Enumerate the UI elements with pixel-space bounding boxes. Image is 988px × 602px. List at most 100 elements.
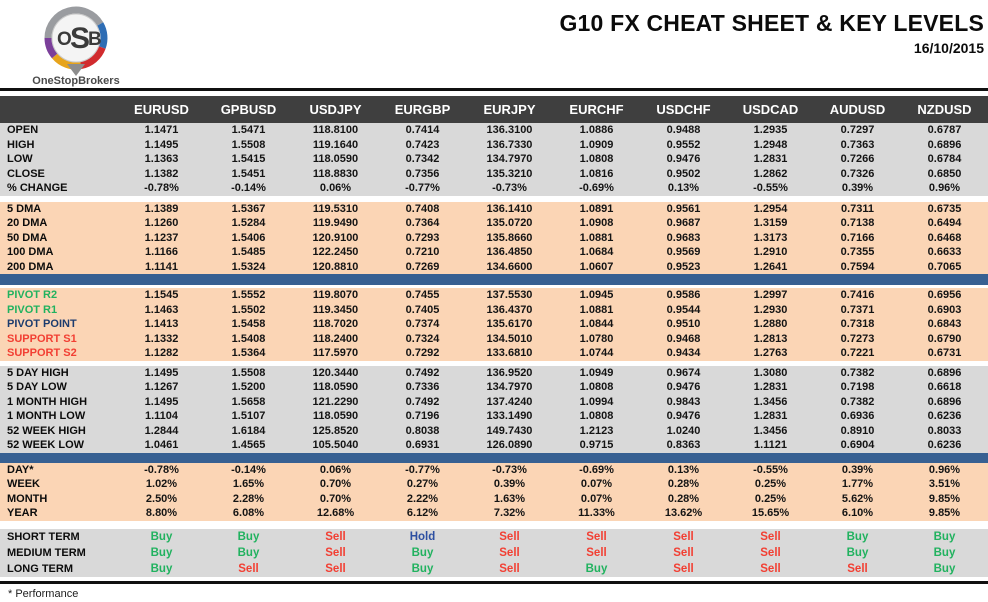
table-cell: -0.78% [144,182,179,195]
table-cell: 1.77% [841,478,874,491]
table-cell: 0.7405 [405,303,440,316]
table-cell: 0.9510 [666,318,701,331]
table-cell: 1.02% [145,478,178,491]
table-cell: Buy [933,546,956,559]
table-cell: 118.8830 [312,167,359,180]
table-cell: 121.2290 [312,395,359,408]
table-row: SHORT TERM Buy Buy Sell Hold Sell Sell Sell Sell… [0,528,988,545]
table-cell: 0.9476 [666,153,701,166]
table-cell: Buy [150,563,173,576]
table-cell: 0.7324 [405,332,440,345]
row-label: 100 DMA [7,246,54,259]
table-cell: 1.2831 [753,381,788,394]
table-header-row: EURUSD GPBUSD USDJPY EURGBP EURJPY EURCHF USDC… [0,96,988,123]
row-label: PIVOT POINT [7,318,77,331]
table-cell: 0.8910 [840,424,875,437]
table-row: 5 DAY LOW 1.1267 1.5200 118.0590 0.7336 134.7… [0,380,988,395]
table-cell: 1.5200 [231,381,266,394]
table-cell: 3.51% [928,478,961,491]
table-cell: 0.9523 [666,260,701,273]
table-cell: 0.7356 [405,167,440,180]
column-header-usdcad: USDCAD [742,102,799,117]
table-cell: 0.9843 [666,395,701,408]
section-gap [0,285,988,288]
table-cell: 0.6735 [927,202,962,215]
table-cell: 0.6784 [927,153,962,166]
row-label: PIVOT R1 [7,303,58,316]
row-label: 5 DMA [7,202,42,215]
table-cell: 0.7210 [405,246,440,259]
page-title: G10 FX CHEAT SHEET & KEY LEVELS [559,10,984,36]
table-cell: 0.7065 [927,260,962,273]
table-cell: 1.4565 [231,439,266,452]
row-label: SHORT TERM [7,530,80,543]
table-row: PIVOT POINT 1.1413 1.5458 118.7020 0.7374 135… [0,317,988,332]
table-cell: 1.2862 [753,167,788,180]
table-cell: 1.2763 [753,347,788,360]
table-cell: Sell [586,530,607,543]
table-cell: Sell [325,563,346,576]
osb-logo-icon: O S B [44,6,108,76]
table-cell: 120.8810 [312,260,359,273]
section-moving-averages: 5 DMA 1.1389 1.5367 119.5310 0.7408 136.1410 1… [0,201,988,274]
row-label: WEEK [7,478,40,491]
table-cell: 0.7269 [405,260,440,273]
table-cell: 126.0890 [486,439,533,452]
table-cell: 137.4240 [486,395,533,408]
table-cell: 2.50% [145,492,178,505]
table-cell: 1.2831 [753,153,788,166]
table-cell: 1.2954 [753,202,788,215]
table-cell: 1.1267 [144,381,179,394]
row-label: HIGH [7,138,35,151]
table-cell: 149.7430 [486,424,533,437]
table-row: 200 DMA 1.1141 1.5324 120.8810 0.7269 134.660… [0,259,988,274]
table-cell: 0.6903 [927,303,962,316]
table-cell: 0.9476 [666,410,701,423]
footer-divider [0,581,988,585]
table-cell: 118.0590 [312,410,359,423]
table-cell: 9.85% [928,492,961,505]
table-row: 100 DMA 1.1166 1.5485 122.2450 0.7210 136.485… [0,245,988,260]
table-row: 50 DMA 1.1237 1.5406 120.9100 0.7293 135.8660… [0,230,988,245]
table-cell: Sell [760,546,781,559]
table-cell: Sell [673,530,694,543]
table-cell: 125.8520 [312,424,359,437]
column-header-audusd: AUDUSD [829,102,886,117]
row-label: LOW [7,153,33,166]
table-cell: Sell [499,563,520,576]
table-cell: 0.7297 [840,124,875,137]
table-cell: 0.7266 [840,153,875,166]
header-divider [0,88,988,91]
section-ohlc: OPEN 1.1471 1.5471 118.8100 0.7414 136.3100 1.… [0,123,988,196]
table-cell: 0.13% [667,463,700,476]
column-header-usdchf: USDCHF [656,102,711,117]
row-label: 20 DMA [7,217,48,230]
table-cell: 0.7414 [405,124,440,137]
table-cell: 1.5408 [231,332,266,345]
table-cell: 0.6896 [927,138,962,151]
table-cell: 1.2880 [753,318,788,331]
table-cell: 1.1332 [144,332,179,345]
table-row: YEAR 8.80% 6.08% 12.68% 6.12% 7.32% 11.33% 13.6… [0,506,988,521]
table-cell: 0.9544 [666,303,701,316]
table-cell: 15.65% [751,507,790,520]
table-cell: 0.9468 [666,332,701,345]
table-cell: 0.7138 [840,217,875,230]
column-header-gpbusd: GPBUSD [220,102,277,117]
table-cell: Buy [846,530,869,543]
table-cell: 0.6931 [405,439,440,452]
table-cell: 1.63% [493,492,526,505]
table-row: 5 DMA 1.1389 1.5367 119.5310 0.7408 136.1410 1… [0,201,988,216]
table-cell: 134.5010 [486,332,533,345]
report-date: 16/10/2015 [913,40,984,56]
row-label: 200 DMA [7,260,54,273]
table-cell: 7.32% [493,507,526,520]
table-cell: 119.8070 [312,289,359,302]
table-cell: 133.1490 [486,410,533,423]
table-cell: 1.65% [232,478,265,491]
section-signals: SHORT TERM Buy Buy Sell Hold Sell Sell Sell Sell… [0,528,988,578]
table-cell: 0.6956 [927,289,962,302]
table-cell: 0.6896 [927,366,962,379]
row-label: 1 MONTH HIGH [7,395,88,408]
table-cell: 1.3159 [753,217,788,230]
